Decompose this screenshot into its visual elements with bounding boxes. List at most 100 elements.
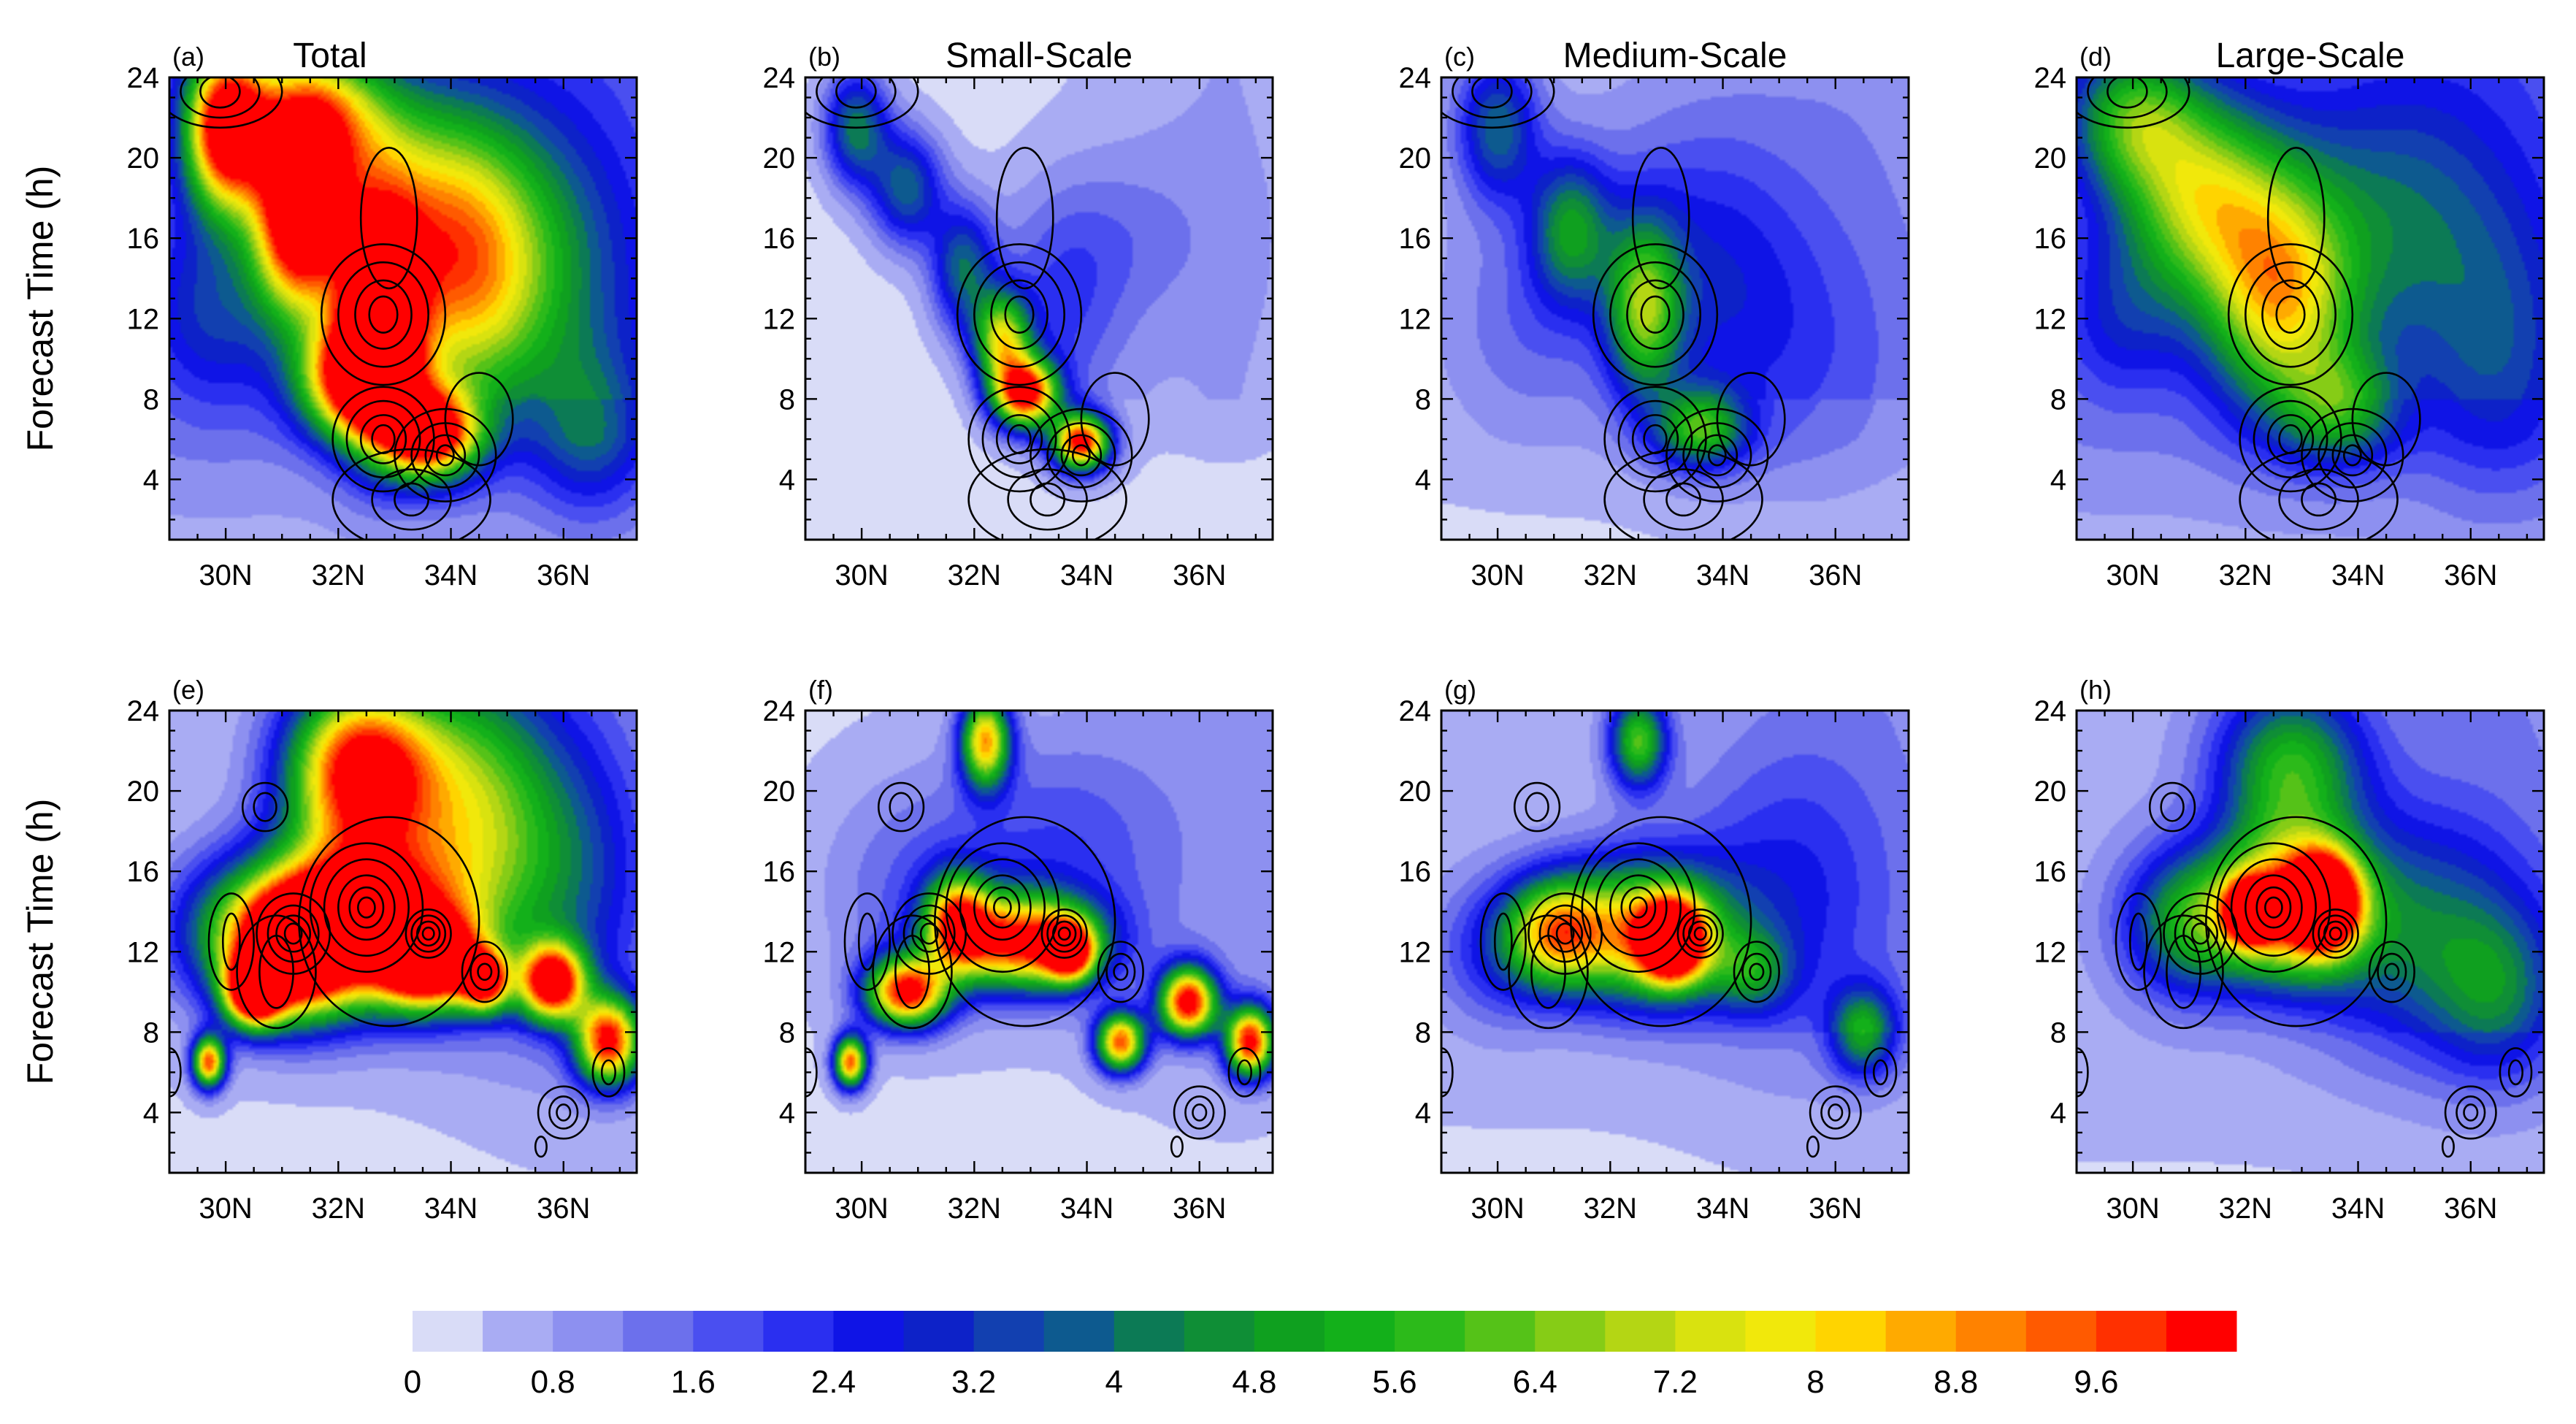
y-tick-label: 16 [2034, 856, 2067, 888]
y-tick-label: 12 [1399, 303, 1432, 335]
colorbar-swatch [1184, 1311, 1255, 1352]
colorbar-swatch [1885, 1311, 1957, 1352]
contour-line [1479, 892, 1527, 991]
x-tick-label: 34N [1696, 559, 1749, 592]
contour-line [1051, 920, 1077, 947]
contour-line [2275, 295, 2306, 334]
colorbar-label: 5.6 [1372, 1364, 1417, 1400]
colorbar-swatch [973, 1311, 1045, 1352]
panel-field-shading [169, 711, 637, 1173]
x-tick-label: 36N [1173, 1193, 1226, 1225]
contour-line [1046, 914, 1083, 953]
y-tick-label: 8 [2050, 383, 2066, 416]
contour-line [2266, 414, 2315, 464]
contour-line [973, 261, 1065, 368]
y-tick-label: 12 [2034, 936, 2067, 968]
contour-line [1525, 792, 1549, 822]
contour-line [990, 279, 1049, 350]
contour-line [2441, 1136, 2455, 1158]
y-tick-label: 24 [1399, 62, 1432, 94]
y-tick-label: 16 [127, 223, 160, 255]
contour-line [2328, 926, 2342, 941]
contour-line [534, 1136, 548, 1158]
y-tick-label: 8 [143, 383, 159, 416]
x-tick-label: 32N [2219, 1193, 2272, 1225]
panel-field-shading [2077, 77, 2544, 540]
x-tick-label: 30N [199, 559, 252, 592]
contour-line [1452, 77, 1533, 119]
colorbar-swatch [1395, 1311, 1465, 1352]
contour-line [1057, 926, 1071, 941]
panel-e: 4 8 12 16 20 24 30N 32N 34N 36N (e) Forecast Time (… [20, 675, 638, 1225]
panel-frame [804, 709, 1274, 1174]
contour-line [2456, 1095, 2486, 1130]
contour-line [857, 912, 877, 971]
contour-line [2261, 279, 2320, 350]
x-tick-label: 34N [424, 1193, 478, 1225]
contour-line [2143, 914, 2224, 1030]
contour-line [410, 914, 447, 953]
contour-line [2368, 941, 2415, 1003]
contour-line [2182, 914, 2219, 953]
contour-line [309, 842, 424, 973]
contour-line [959, 858, 1046, 957]
contour-line [2384, 962, 2400, 981]
x-tick-label: 32N [312, 1193, 365, 1225]
y-tick-label: 20 [2034, 776, 2067, 808]
x-tick-label: 30N [199, 1193, 252, 1225]
contour-line [1609, 261, 1701, 368]
contour-line [221, 912, 241, 971]
contour-line [1184, 1095, 1215, 1130]
contour-line [348, 886, 385, 929]
contour-line [1806, 1136, 1820, 1158]
contour-line [816, 77, 897, 119]
contour-line [1530, 934, 1566, 1009]
colorbar-label: 2.4 [811, 1364, 856, 1400]
contour-line [1493, 912, 1513, 971]
panel-frame [804, 76, 1274, 541]
y-tick-label: 20 [1399, 142, 1432, 175]
contour-line [1741, 952, 1772, 991]
contour-line [2227, 243, 2354, 386]
panel-title: Total [293, 37, 367, 75]
y-tick-label: 4 [1415, 464, 1431, 496]
contour-line [236, 914, 317, 1030]
contour-line [1687, 920, 1713, 947]
colorbar-swatch [1605, 1311, 1676, 1352]
colorbar-swatch [903, 1311, 975, 1352]
contour-line [1620, 886, 1657, 929]
contour-line [1603, 448, 1763, 540]
y-tick-label: 16 [2034, 223, 2067, 255]
x-tick-label: 34N [424, 559, 478, 592]
contour-line [357, 896, 376, 919]
y-tick-label: 8 [779, 383, 795, 416]
contour-line [919, 922, 939, 945]
colorbar-swatch [553, 1311, 624, 1352]
y-tick-label: 16 [1399, 223, 1432, 255]
panel-d: 4 8 12 16 20 24 30N 32N 34N 36N (d) Large-Scale [2034, 37, 2545, 592]
panel-field-shading [805, 77, 1273, 540]
contour-line [323, 858, 410, 957]
y-tick-label: 24 [127, 62, 160, 94]
contour-line [2278, 468, 2359, 531]
contour-line [444, 372, 514, 467]
contour-line [298, 816, 480, 1027]
contour-line [2264, 896, 2283, 919]
colorbar-swatch [1815, 1311, 1887, 1352]
x-tick-label: 32N [2219, 559, 2272, 592]
y-tick-label: 12 [763, 936, 796, 968]
y-tick-label: 4 [779, 1097, 795, 1129]
contour-lines [805, 77, 1150, 540]
contour-line [1513, 781, 1561, 832]
contour-line [1060, 434, 1103, 477]
colorbar-swatch [1113, 1311, 1185, 1352]
x-tick-label: 32N [948, 559, 1001, 592]
x-tick-label: 30N [2106, 1193, 2159, 1225]
contour-line [1631, 414, 1679, 464]
contour-line [956, 243, 1083, 386]
contour-line [945, 842, 1060, 973]
contour-line [2499, 1047, 2533, 1098]
y-tick-label: 12 [127, 936, 160, 968]
contour-line [934, 816, 1116, 1027]
x-tick-label: 36N [1809, 1193, 1862, 1225]
